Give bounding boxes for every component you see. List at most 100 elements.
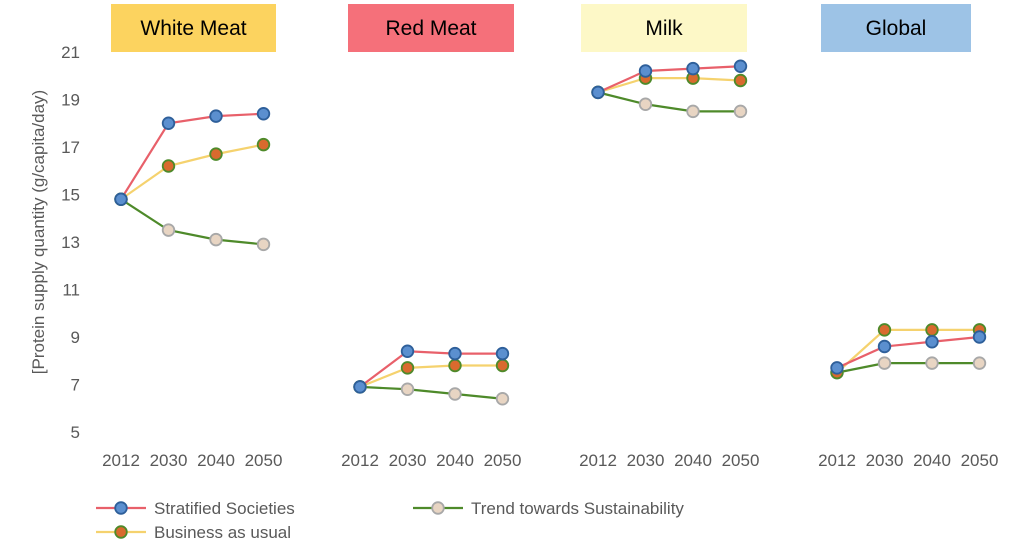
x-tick-label: 2050 — [245, 451, 283, 470]
series-point — [686, 61, 700, 76]
series-line — [597, 65, 741, 94]
legend-marker — [114, 501, 128, 515]
panel-title: Global — [866, 17, 927, 40]
legend-item: Business as usual — [96, 523, 291, 542]
series-line — [836, 328, 980, 374]
panel-title-box — [821, 4, 971, 52]
x-tick-label: 2030 — [627, 451, 665, 470]
x-tick-label: 2012 — [341, 451, 379, 470]
y-tick-label: 13 — [61, 233, 80, 252]
series-line — [597, 91, 741, 113]
series-point — [925, 335, 939, 349]
series-point — [448, 346, 462, 361]
y-tick-label: 11 — [62, 281, 80, 300]
legend-label: Stratified Societies — [154, 499, 295, 518]
y-tick-label: 21 — [61, 43, 80, 62]
panel-red-meat: Red Meat 2012 2030 2040 2050 — [341, 4, 521, 470]
series-point — [733, 73, 748, 88]
series-point — [733, 104, 748, 119]
series-point — [400, 344, 415, 358]
y-tick-label: 17 — [61, 138, 80, 157]
series-line — [836, 335, 980, 369]
y-tick-label: 19 — [61, 91, 80, 110]
series-point — [638, 64, 653, 78]
series-line — [120, 112, 264, 200]
x-tick-label: 2040 — [674, 451, 712, 470]
series-line — [120, 198, 264, 246]
panel-title: White Meat — [140, 17, 246, 40]
series-point — [591, 85, 605, 100]
y-tick-label: 7 — [71, 376, 80, 395]
series-point — [448, 358, 462, 373]
series-point — [495, 392, 510, 406]
series-point — [161, 116, 176, 130]
panel-title-box — [581, 4, 747, 52]
panel-white-meat: White Meat 2012 2030 2040 2050 — [102, 4, 282, 470]
chart-legend: Stratified Societies Business as usual Tre… — [96, 499, 684, 542]
panel-title: Milk — [645, 17, 683, 40]
x-tick-label: 2030 — [150, 451, 188, 470]
series-point — [830, 361, 844, 375]
series-point — [972, 330, 987, 344]
x-tick-label: 2040 — [436, 451, 474, 470]
series-point — [161, 223, 176, 237]
panel-title-box — [348, 4, 514, 52]
series-point — [256, 237, 271, 252]
x-tick-label: 2030 — [389, 451, 427, 470]
x-tick-label: 2040 — [197, 451, 235, 470]
series-point — [686, 104, 700, 119]
x-tick-label: 2012 — [818, 451, 856, 470]
series-point — [495, 346, 510, 361]
series-point — [925, 323, 939, 337]
legend-item: Trend towards Sustainability — [413, 499, 684, 518]
x-tick-label: 2012 — [579, 451, 617, 470]
series-point — [353, 380, 367, 394]
series-line — [359, 364, 503, 388]
series-point — [638, 97, 653, 111]
y-tick-label: 15 — [61, 186, 80, 205]
x-tick-label: 2050 — [484, 451, 522, 470]
series-point — [495, 358, 510, 373]
x-tick-label: 2012 — [102, 451, 140, 470]
series-line — [597, 77, 741, 94]
x-tick-label: 2050 — [722, 451, 760, 470]
x-tick-label: 2050 — [961, 451, 999, 470]
y-axis-label: [Protein supply quantity (g/capita/day) — [29, 90, 48, 374]
series-line — [359, 350, 503, 388]
series-point — [925, 356, 939, 370]
legend-marker — [114, 525, 128, 539]
series-point — [209, 147, 223, 161]
legend-label: Business as usual — [154, 523, 291, 542]
chart-panels: White Meat 2012 2030 2040 2050 Red Meat 2012 20… — [102, 4, 998, 470]
series-point — [114, 192, 128, 206]
series-point — [877, 339, 892, 354]
series-point — [448, 387, 462, 401]
series-line — [836, 362, 980, 374]
series-point — [877, 323, 892, 337]
series-point — [972, 356, 987, 370]
series-point — [209, 109, 223, 123]
series-point — [161, 159, 176, 173]
series-point — [256, 107, 271, 121]
legend-label: Trend towards Sustainability — [471, 499, 684, 518]
series-point — [256, 137, 271, 152]
x-tick-label: 2040 — [913, 451, 951, 470]
panel-title-box — [111, 4, 276, 52]
series-line — [120, 143, 264, 201]
series-point — [733, 59, 748, 73]
series-point — [400, 382, 415, 396]
panel-title: Red Meat — [385, 17, 476, 40]
panel-milk: Milk 2012 2030 2040 2050 — [579, 4, 759, 470]
y-tick-label: 5 — [71, 423, 80, 442]
y-axis-ticks: 5 7 9 11 13 15 17 19 21 — [61, 43, 80, 442]
y-tick-label: 9 — [71, 328, 80, 347]
series-line — [359, 385, 503, 400]
series-point — [209, 232, 223, 247]
series-point — [400, 361, 415, 375]
legend-marker — [431, 501, 445, 515]
series-point — [877, 356, 892, 370]
legend-item: Stratified Societies — [96, 499, 295, 518]
panel-global: Global 2012 2030 2040 2050 — [818, 4, 998, 470]
x-tick-label: 2030 — [866, 451, 904, 470]
